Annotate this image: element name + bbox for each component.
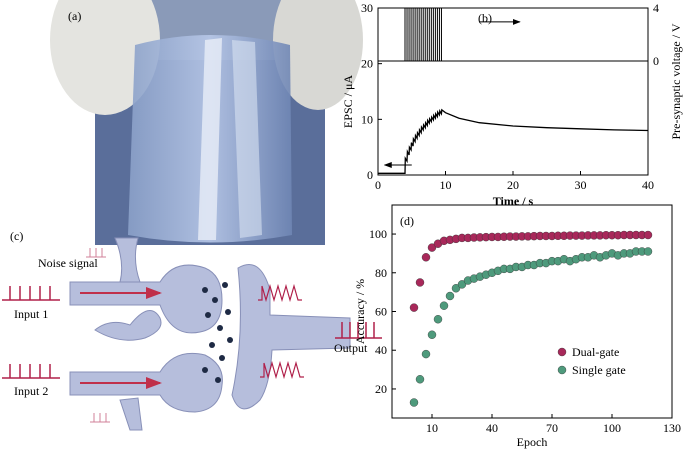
epsc-line [378, 108, 649, 174]
y-axis-label: Accuracy / % [353, 279, 367, 344]
x-tick-label: 40 [642, 178, 654, 192]
point [643, 230, 653, 240]
point [427, 243, 437, 252]
y-tick-label: 80 [375, 266, 387, 280]
point [445, 291, 455, 301]
point [421, 349, 431, 359]
x-tick-label: 130 [663, 421, 681, 435]
point [439, 301, 449, 310]
panel-label: (c) [10, 229, 23, 243]
point [457, 280, 467, 289]
legend-label: Dual-gate [572, 345, 619, 359]
diagram-label: Output [334, 341, 368, 355]
x-tick-label: 0 [375, 178, 381, 192]
x-axis-label: Epoch [517, 435, 548, 449]
point [409, 398, 419, 407]
point [415, 278, 425, 287]
y-tick-label: 20 [361, 57, 373, 71]
photo [50, 0, 363, 245]
panel-label: (b) [478, 11, 492, 25]
x-tick-label: 20 [507, 178, 519, 192]
legend-swatch [557, 365, 567, 375]
x-tick-label: 30 [575, 178, 587, 192]
x-tick-label: 10 [426, 421, 438, 435]
point [409, 303, 419, 312]
y-axis-label: EPSC / μA [341, 75, 355, 128]
point [451, 284, 461, 293]
x-tick-label: 70 [546, 421, 558, 435]
diagram-label: Noise signal [38, 256, 98, 270]
point [421, 253, 431, 262]
y-tick-label: 60 [375, 305, 387, 319]
point [643, 247, 653, 256]
y-tick-label: 10 [361, 112, 373, 126]
y-tick-label: 30 [361, 1, 373, 15]
point [427, 330, 437, 339]
x-tick-label: 40 [486, 421, 498, 435]
y2-tick-label: 0 [653, 54, 659, 68]
panel-label: (a) [68, 9, 81, 23]
x-axis-label: Time / s [493, 194, 534, 208]
y-tick-label: 100 [369, 227, 387, 241]
x-tick-label: 100 [603, 421, 621, 435]
point [433, 315, 443, 324]
legend-label: Single gate [572, 363, 626, 377]
x-tick-label: 10 [440, 178, 452, 192]
y-tick-label: 40 [375, 343, 387, 357]
synapse-diagram [2, 237, 382, 431]
plot-frame [377, 7, 649, 176]
diagram-label: Input 2 [14, 384, 48, 398]
diagram-label: Input 1 [14, 307, 48, 321]
y2-axis-label: Pre-synaptic voltage / V [669, 23, 683, 139]
legend-swatch [557, 347, 567, 357]
panel-label: (d) [400, 214, 414, 228]
y-tick-label: 0 [367, 168, 373, 182]
point [415, 375, 425, 384]
y2-tick-label: 4 [653, 1, 659, 15]
y-tick-label: 20 [375, 382, 387, 396]
